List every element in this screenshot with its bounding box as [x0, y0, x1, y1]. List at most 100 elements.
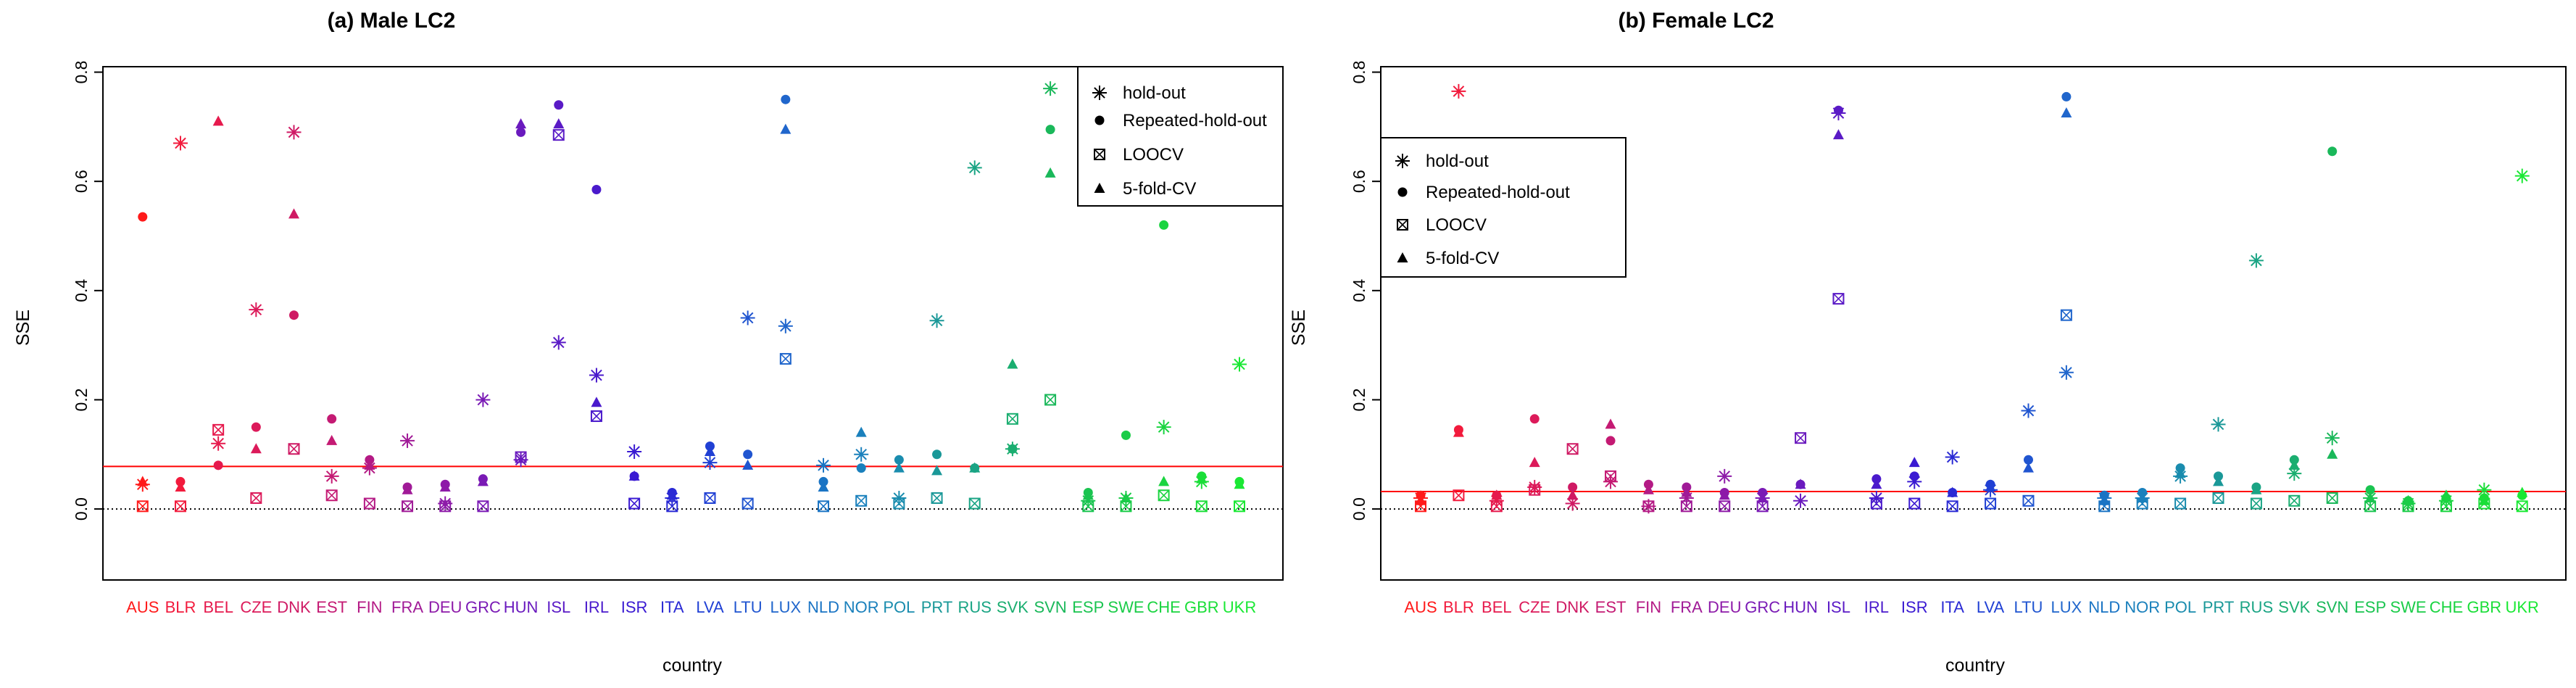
data-point [552, 129, 565, 141]
data-point [1642, 500, 1655, 513]
data-point [477, 500, 489, 513]
data-point [363, 497, 375, 510]
data-point [1756, 500, 1769, 513]
x-tick-label: SWE [2390, 598, 2426, 616]
data-point [968, 497, 981, 510]
data-point [327, 414, 337, 424]
data-point [1121, 430, 1131, 440]
x-tick-label: GBR [2467, 598, 2501, 616]
y-tick-label: 0.4 [1350, 279, 1368, 302]
x-tick-label: DEU [1708, 598, 1741, 616]
data-point [2023, 455, 2033, 465]
series-5-fold-cv [1415, 107, 2528, 505]
data-point [967, 160, 982, 175]
data-point [1566, 443, 1579, 455]
data-point [1082, 489, 1094, 500]
data-point [1158, 476, 1170, 486]
y-tick-label: 0.0 [72, 497, 91, 521]
data-point [288, 443, 300, 455]
legend-label: LOOCV [1123, 145, 1184, 165]
data-point [212, 115, 224, 126]
plot-frame [102, 66, 1284, 581]
data-point [628, 497, 641, 510]
x-tick-label: FRA [1671, 598, 1703, 616]
data-point [1985, 481, 1996, 492]
data-point [2212, 492, 2224, 505]
x-tick-label: AUS [126, 598, 159, 616]
x-tick-label: BEL [203, 598, 233, 616]
data-point [439, 500, 452, 513]
data-point [2174, 497, 2187, 510]
data-point [816, 457, 831, 473]
panel-female-lc2: (b) Female LC2 country SSE 0.0 0.2 0.4 0.6 0… [1289, 9, 2567, 676]
data-point [1082, 500, 1094, 513]
legend-marker [1395, 154, 1410, 168]
data-point [893, 462, 905, 473]
x-tick-label: LTU [734, 598, 763, 616]
y-tick-label: 0.6 [1350, 170, 1368, 193]
data-point [818, 481, 829, 492]
x-tick-label: NLD [807, 598, 839, 616]
data-point [1006, 413, 1018, 425]
data-point [2288, 459, 2300, 470]
x-tick-label: FRA [391, 598, 423, 616]
data-point [515, 118, 527, 129]
data-point [2250, 497, 2262, 510]
x-tick-label: EST [316, 598, 347, 616]
data-point [893, 497, 905, 510]
x-tick-label: LUX [770, 598, 801, 616]
data-point [1567, 489, 1579, 500]
data-point [894, 455, 904, 465]
x-tick-label: POL [883, 598, 915, 616]
data-point [2516, 500, 2528, 513]
x-tick-label: POL [2164, 598, 2196, 616]
x-tick-label: FIN [357, 598, 382, 616]
data-point [778, 318, 793, 333]
data-point [781, 94, 791, 104]
data-point [1757, 492, 1769, 503]
x-tick-label: NOR [844, 598, 879, 616]
data-point [742, 459, 754, 470]
legend-marker [1094, 115, 1105, 125]
data-point [2403, 494, 2414, 505]
data-point [2098, 494, 2110, 505]
data-point [286, 125, 302, 140]
y-axis-label: SSE [1289, 310, 1309, 346]
data-point [2251, 484, 2262, 494]
data-point [2327, 448, 2338, 459]
data-point [2248, 253, 2264, 268]
data-point [1231, 357, 1247, 372]
data-point [1946, 500, 1958, 513]
data-point [554, 100, 564, 110]
x-tick-label: CZE [1518, 598, 1550, 616]
data-point [2061, 107, 2072, 118]
data-point [1491, 489, 1503, 500]
data-point [666, 500, 678, 513]
data-point [1156, 420, 1171, 435]
data-point [591, 184, 602, 194]
data-point [1719, 489, 1730, 500]
panel-male-lc2: (a) Male LC2 country SSE 0.0 0.2 0.4 0.6 0.8… [13, 9, 1284, 676]
x-tick-label: NOR [2124, 598, 2160, 616]
x-tick-label: UKR [1223, 598, 1256, 616]
data-point [969, 462, 981, 473]
x-tick-label: SVK [2278, 598, 2310, 616]
data-point [2137, 492, 2148, 503]
data-point [211, 436, 226, 451]
data-point [1871, 478, 1882, 489]
x-tick-label: PRT [921, 598, 953, 616]
data-point [2211, 417, 2226, 432]
data-point [2517, 486, 2528, 497]
data-point [477, 476, 489, 486]
data-point [2440, 500, 2452, 513]
data-point [1605, 470, 1617, 482]
data-point [2021, 403, 2036, 418]
data-point [212, 423, 225, 436]
data-point [1234, 478, 1245, 489]
data-point [2022, 494, 2035, 507]
data-point [2060, 309, 2072, 321]
x-tick-label: SWE [1108, 598, 1144, 616]
x-axis-label: country [662, 655, 722, 676]
legend-marker [1094, 183, 1105, 193]
